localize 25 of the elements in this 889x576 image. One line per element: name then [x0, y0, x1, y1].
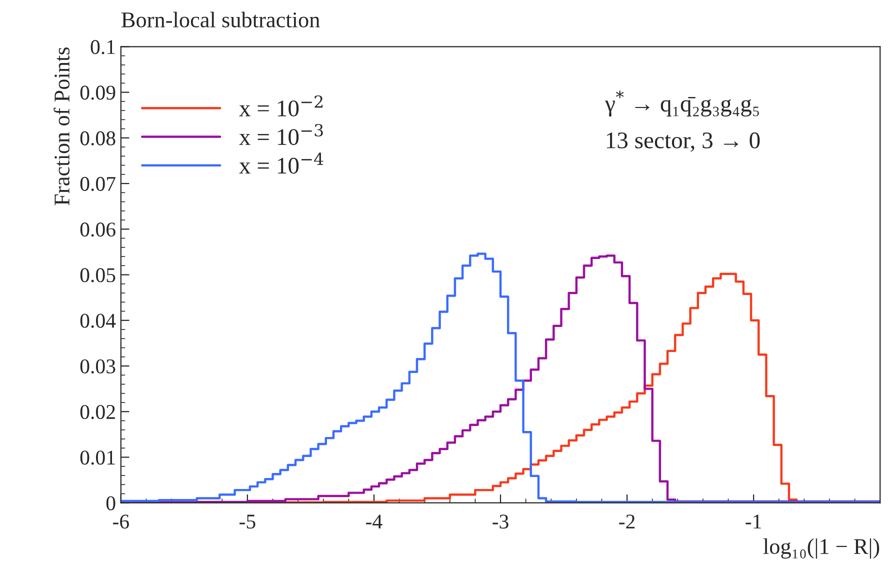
y-tick-label: 0.01 [80, 450, 115, 465]
y-tick-label: 0.02 [80, 404, 115, 420]
x-tick-label: -6 [113, 514, 129, 529]
x-axis-title: log₁₀(|1 − R|) [763, 538, 880, 559]
annotation: 13 sector, 3 → 0 [606, 132, 760, 152]
legend-label: x = 10$^{−4}$ [239, 152, 324, 174]
y-tick-label: 0.04 [80, 314, 116, 328]
chart-title: Born-local subtraction [122, 12, 320, 28]
y-tick-label: 0.08 [80, 131, 116, 146]
legend-label: x = 10$^{−3}$ [239, 124, 323, 146]
y-tick-label: 0.06 [80, 222, 116, 237]
y-axis-title: Fraction of Points [54, 47, 70, 206]
x-tick-label: -3 [492, 514, 508, 529]
y-tick-label: 0.07 [80, 176, 116, 192]
y-tick-label: 0 [106, 496, 116, 510]
annotation: γ$^{*}$ → q₁q̄₂g₃g₄g₅ [605, 90, 759, 117]
x-tick-label: -5 [240, 514, 256, 529]
y-tick-label: 0.03 [80, 359, 116, 374]
legend-label: x = 10$^{−2}$ [239, 95, 322, 116]
x-tick-label: -2 [619, 514, 635, 528]
y-tick-label: 0.05 [80, 268, 116, 282]
y-tick-label: 0.09 [80, 86, 116, 100]
x-tick-label: -4 [366, 514, 382, 528]
y-tick-label: 0.1 [90, 40, 115, 54]
x-tick-label: -1 [746, 514, 762, 528]
